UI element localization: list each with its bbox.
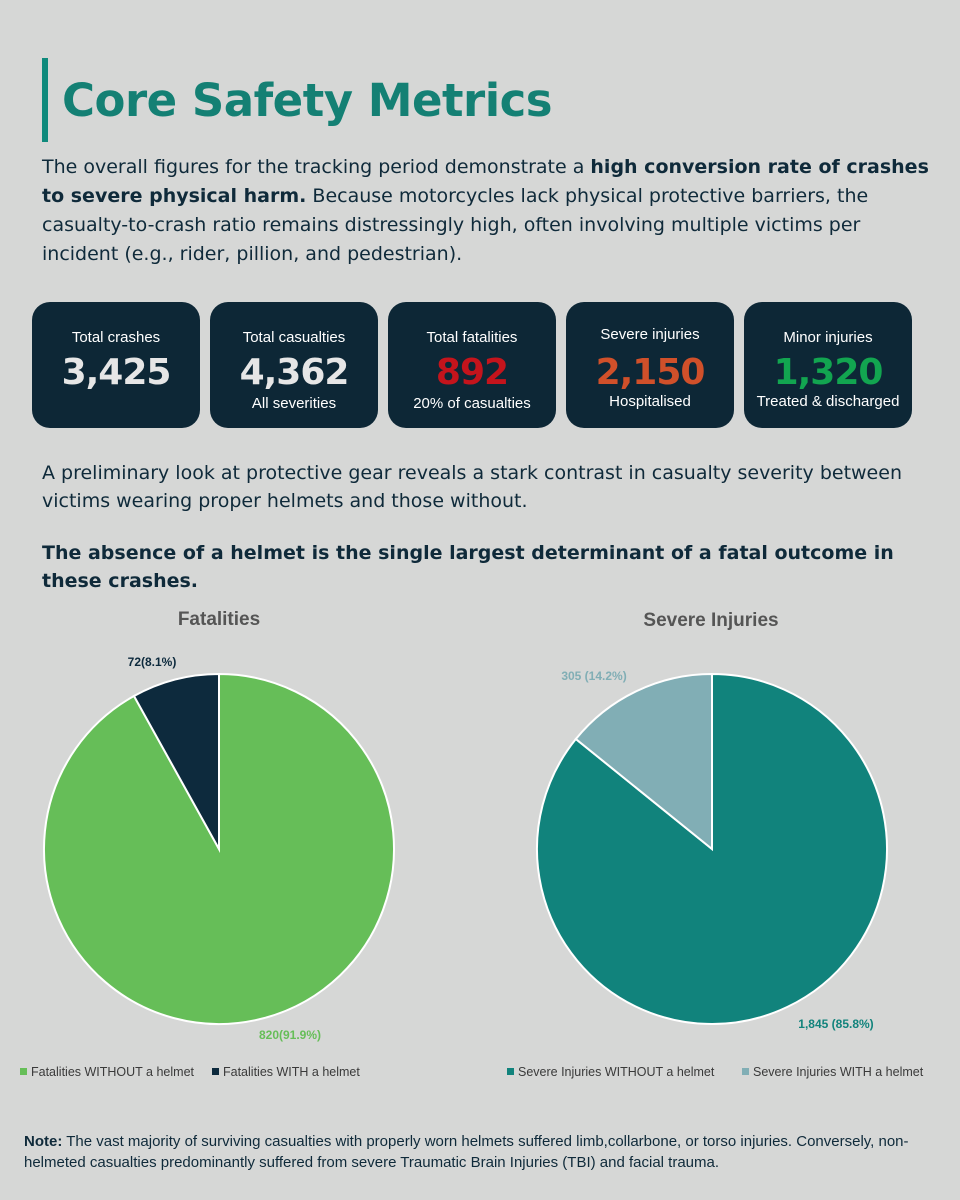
legend-swatch bbox=[507, 1068, 514, 1075]
legend-label: Fatalities WITH a helmet bbox=[223, 1065, 360, 1079]
pie-slice bbox=[574, 672, 713, 852]
card-minor-injuries: Minor injuries 1,320 Treated & discharge… bbox=[744, 302, 912, 428]
intro-paragraph: The overall figures for the tracking per… bbox=[42, 153, 932, 269]
pie-chart-severe-injuries: 1,845 (85.8%) 305 (14.2%) bbox=[536, 669, 888, 1031]
intro-text-bold: high conversion rate of crashes to sever… bbox=[42, 156, 929, 207]
helmet-key-finding: The absence of a helmet is the single la… bbox=[42, 542, 894, 592]
footnote: Note: The vast majority of surviving cas… bbox=[24, 1131, 939, 1173]
legend-swatch bbox=[20, 1068, 27, 1075]
card-label: Total crashes bbox=[71, 329, 161, 346]
chart-title-fatalities: Fatalities bbox=[177, 609, 261, 630]
card-value: 4,362 bbox=[239, 352, 350, 393]
pie-slice bbox=[132, 672, 220, 853]
legend-severe-injuries: Severe Injuries WITHOUT a helmet Severe I… bbox=[507, 1065, 924, 1079]
title-accent-bar bbox=[42, 58, 48, 142]
card-subtext: 20% of casualties bbox=[413, 395, 531, 412]
card-label: Total fatalities bbox=[426, 329, 518, 346]
card-subtext: Treated & discharged bbox=[756, 393, 900, 410]
note-text: The vast majority of surviving casualtie… bbox=[24, 1133, 909, 1171]
card-total-casualties: Total casualties 4,362 All severities bbox=[210, 302, 378, 428]
legend-label: Fatalities WITHOUT a helmet bbox=[31, 1065, 195, 1079]
pie-charts: 820(91.9%) 72(8.1%) 1,845 (85.8%) 305 (14.… bbox=[20, 655, 924, 1079]
card-value: 2,150 bbox=[595, 352, 706, 393]
note-label: Note: bbox=[24, 1133, 63, 1150]
intro-text-end: Because motorcycles lack physical protec… bbox=[42, 185, 869, 265]
helmet-intro-paragraph: A preliminary look at protective gear re… bbox=[42, 462, 902, 512]
card-label: Total casualties bbox=[242, 329, 346, 346]
pie-chart-fatalities: 820(91.9%) 72(8.1%) bbox=[43, 655, 395, 1042]
card-value: 892 bbox=[435, 352, 509, 393]
card-label: Severe injuries bbox=[600, 326, 700, 343]
pie-data-label: 305 (14.2%) bbox=[561, 669, 626, 683]
card-severe-injuries: Severe injuries 2,150 Hospitalised bbox=[566, 302, 734, 428]
pie-data-label: 820(91.9%) bbox=[259, 1028, 321, 1042]
page-title: Core Safety Metrics bbox=[62, 74, 553, 127]
card-subtext: Hospitalised bbox=[609, 393, 691, 410]
card-value: 3,425 bbox=[61, 352, 172, 393]
legend-swatch bbox=[212, 1068, 219, 1075]
card-total-crashes: Total crashes 3,425 bbox=[32, 302, 200, 428]
legend-swatch bbox=[742, 1068, 749, 1075]
legend-label: Severe Injuries WITHOUT a helmet bbox=[518, 1065, 715, 1079]
intro-text-start: The overall figures for the tracking per… bbox=[42, 156, 591, 178]
chart-title-severe-injuries: Severe Injuries bbox=[643, 610, 779, 631]
card-label: Minor injuries bbox=[783, 329, 873, 346]
pie-data-label: 72(8.1%) bbox=[128, 655, 177, 669]
pie-data-label: 1,845 (85.8%) bbox=[798, 1017, 873, 1031]
card-value: 1,320 bbox=[773, 352, 884, 393]
card-total-fatalities: Total fatalities 892 20% of casualties bbox=[388, 302, 556, 428]
legend-label: Severe Injuries WITH a helmet bbox=[753, 1065, 924, 1079]
legend-fatalities: Fatalities WITHOUT a helmet Fatalities WI… bbox=[20, 1065, 360, 1079]
card-subtext: All severities bbox=[251, 395, 337, 412]
